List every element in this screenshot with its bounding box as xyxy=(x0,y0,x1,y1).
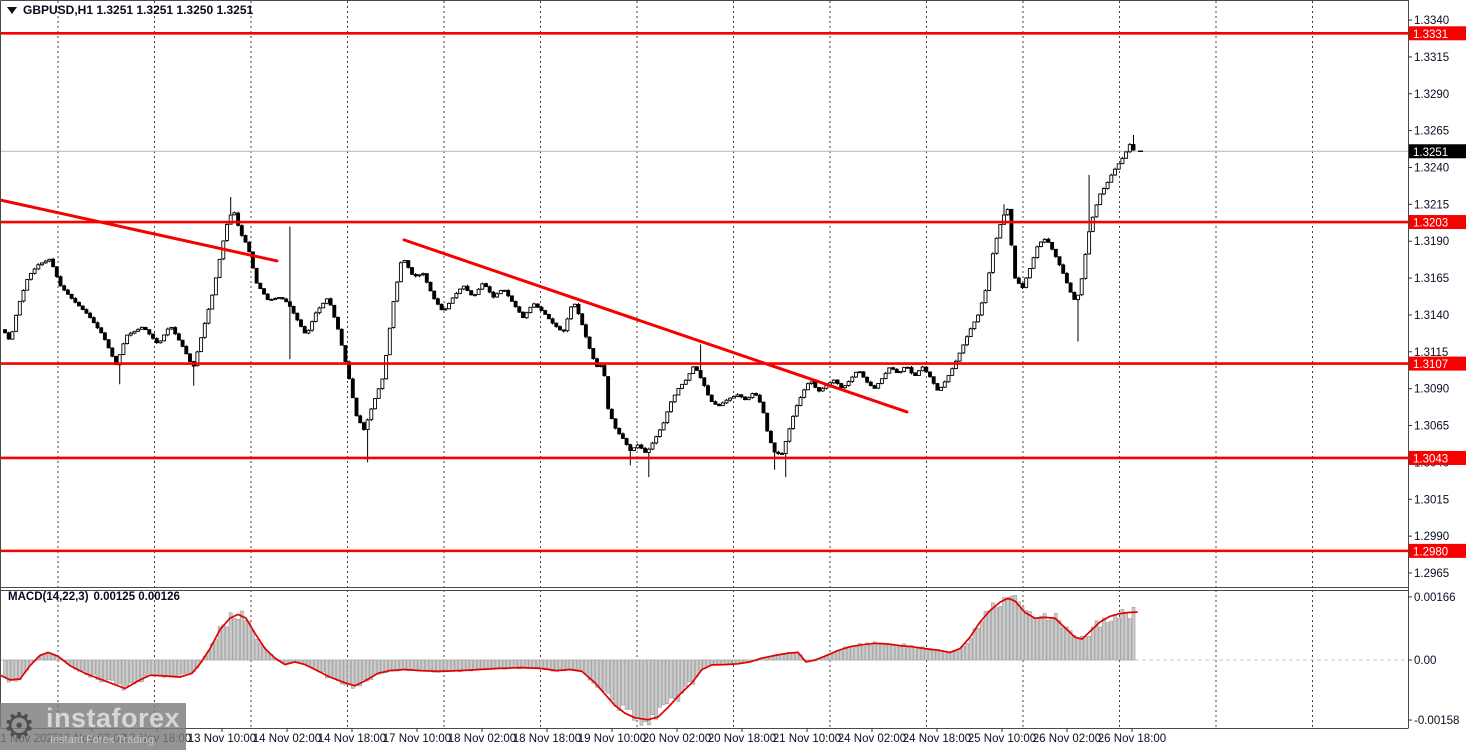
price-level-badge-text: 1.3107 xyxy=(1413,359,1448,371)
macd-values: 0.00125 0.00126 xyxy=(93,591,180,603)
time-tick-label: 13 Nov 10:00 xyxy=(188,733,256,745)
support-resistance-lines[interactable] xyxy=(1,31,1408,553)
current-price-badge xyxy=(1409,144,1466,159)
price-tick-label: 1.3265 xyxy=(1414,126,1449,138)
price-tick-label: 1.3165 xyxy=(1414,273,1449,285)
price-level-badge xyxy=(1409,215,1466,230)
time-tick-label: 26 Nov 02:00 xyxy=(1033,733,1101,745)
current-price-badge-text: 1.3251 xyxy=(1413,147,1448,159)
price-level-badge xyxy=(1409,543,1466,558)
time-tick-label: 24 Nov 18:00 xyxy=(903,733,971,745)
price-tick-label: 1.3065 xyxy=(1414,421,1449,433)
trend-line[interactable] xyxy=(0,198,279,263)
time-tick-label: 18 Nov 18:00 xyxy=(513,733,581,745)
price-level-badge-text: 1.3203 xyxy=(1413,218,1448,230)
macd-label: MACD(14,22,3) xyxy=(8,591,89,603)
time-tick-label: 20 Nov 02:00 xyxy=(643,733,711,745)
price-tick-label: 1.3115 xyxy=(1414,347,1448,359)
price-tick-label: 1.3190 xyxy=(1414,236,1449,248)
trend-lines[interactable] xyxy=(0,198,909,414)
candlesticks xyxy=(3,135,1136,478)
price-level-badge xyxy=(1409,450,1466,465)
watermark-tagline: Instant Forex Trading xyxy=(50,734,154,746)
time-tick-label: 14 Nov 02:00 xyxy=(253,733,321,745)
watermark-brand: instaforex xyxy=(46,703,181,733)
time-tick-label: 14 Nov 18:00 xyxy=(318,733,386,745)
macd-signal-line xyxy=(0,597,1138,721)
symbol-ohlc-header: GBPUSD,H1 1.3251 1.3251 1.3250 1.3251 xyxy=(7,3,253,17)
price-level-badge xyxy=(1409,26,1466,41)
broker-watermark: ⚙ instaforex Instant Forex Trading xyxy=(0,703,186,750)
price-tick-label: 1.3340 xyxy=(1414,15,1449,27)
price-level-badge-text: 1.2980 xyxy=(1413,546,1448,558)
time-tick-label: 21 Nov 10:00 xyxy=(773,733,841,745)
macd-tick-label: 0.00166 xyxy=(1414,592,1456,604)
price-level-badge-text: 1.3043 xyxy=(1413,453,1448,465)
time-tick-label: 25 Nov 10:00 xyxy=(968,733,1036,745)
time-tick-label: 18 Nov 02:00 xyxy=(448,733,516,745)
price-badges: 1.3331 1.3203 1.3107 1.3043 1.2980 1.3251 xyxy=(1409,26,1466,558)
price-tick-label: 1.2965 xyxy=(1414,568,1449,580)
trend-line[interactable] xyxy=(402,238,909,414)
symbol-dropdown-icon[interactable] xyxy=(7,7,17,14)
macd-indicator-label: MACD(14,22,3) 0.00125 0.00126 xyxy=(8,591,185,603)
price-level-badge xyxy=(1409,356,1466,371)
macd-tick-label: 0.00 xyxy=(1414,655,1436,667)
pane-borders xyxy=(0,0,1409,729)
price-tick-label: 1.3140 xyxy=(1414,310,1449,322)
price-tick-label: 1.2990 xyxy=(1414,531,1449,543)
macd-tick-label: -0.00158 xyxy=(1414,715,1459,727)
time-tick-label: 17 Nov 10:00 xyxy=(383,733,451,745)
time-tick-label: 19 Nov 10:00 xyxy=(578,733,646,745)
price-tick-label: 1.3315 xyxy=(1414,52,1449,64)
price-tick-label: 1.3290 xyxy=(1414,89,1449,101)
time-tick-label: 26 Nov 18:00 xyxy=(1098,733,1166,745)
time-tick-label: 20 Nov 18:00 xyxy=(708,733,776,745)
time-tick-label: 24 Nov 02:00 xyxy=(838,733,906,745)
price-level-badge-text: 1.3331 xyxy=(1413,29,1448,41)
price-tick-label: 1.3240 xyxy=(1414,162,1449,174)
price-tick-label: 1.3215 xyxy=(1414,199,1449,211)
symbol-ohlc-text: GBPUSD,H1 1.3251 1.3251 1.3250 1.3251 xyxy=(23,3,254,17)
price-tick-label: 1.3015 xyxy=(1414,494,1449,506)
gear-icon: ⚙ xyxy=(3,705,36,746)
price-tick-label: 1.3090 xyxy=(1414,384,1449,396)
